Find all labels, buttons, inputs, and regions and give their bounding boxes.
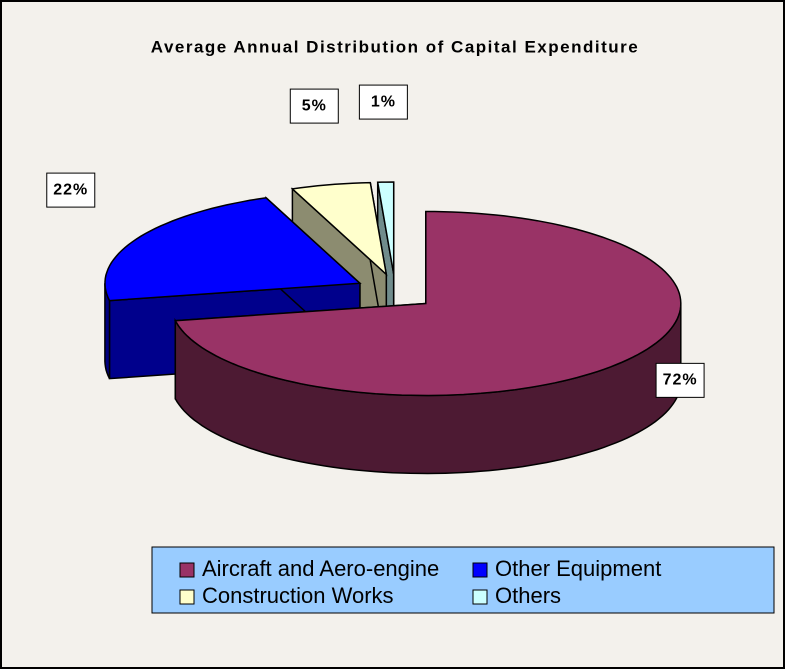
slice [104, 197, 362, 302]
data-label: 72% [663, 372, 698, 389]
data-label-box [358, 84, 408, 120]
slice [174, 210, 682, 397]
legend-swatch [179, 562, 195, 578]
legend-label: Construction Works [202, 583, 394, 608]
legend-box [151, 546, 775, 614]
slice [376, 181, 395, 275]
chart-title: Average Annual Distribution of Capital E… [151, 37, 639, 56]
legend-label: Others [495, 583, 561, 608]
data-label-box [289, 88, 339, 124]
legend-label: Aircraft and Aero-engine [202, 556, 439, 581]
legend-label: Other Equipment [495, 556, 661, 581]
data-label: 5% [302, 97, 327, 114]
slice [290, 181, 388, 277]
data-label: 1% [371, 93, 396, 110]
legend-swatch [179, 589, 195, 605]
data-label-box [46, 172, 96, 208]
data-label: 22% [53, 181, 88, 198]
legend-swatch [472, 589, 488, 605]
data-label-box [655, 362, 705, 398]
legend-swatch [472, 562, 488, 578]
